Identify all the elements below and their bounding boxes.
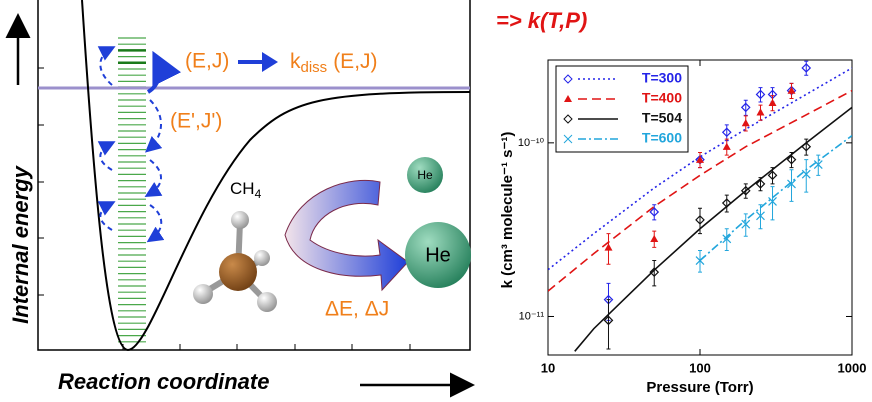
energy-transfer-arrow bbox=[284, 179, 409, 292]
data-point bbox=[695, 215, 705, 225]
data-point bbox=[801, 169, 811, 179]
x-label: Pressure (Torr) bbox=[646, 379, 753, 396]
legend-marker bbox=[563, 74, 573, 84]
dissociation-arrow bbox=[238, 52, 278, 72]
state-label: (E,J) bbox=[185, 50, 229, 73]
rate-symbol: k bbox=[290, 50, 301, 73]
energy-diagram: (E,J) kdiss (E,J) (E',J') CH4 He He ΔE, Δ… bbox=[5, 0, 475, 398]
y-label: k (cm³ molecule⁻¹ s⁻¹) bbox=[499, 132, 516, 289]
x-tick-label: 1000 bbox=[838, 360, 867, 375]
data-point bbox=[741, 219, 751, 229]
data-point bbox=[722, 142, 731, 150]
transfer-arrows bbox=[97, 46, 165, 243]
molecule-formula: CH bbox=[230, 179, 255, 198]
data-point bbox=[756, 108, 765, 116]
error-bar bbox=[724, 194, 729, 213]
data-point bbox=[801, 63, 812, 73]
data-point bbox=[755, 89, 766, 100]
data-point bbox=[721, 198, 732, 208]
rate-args: (E,J) bbox=[333, 50, 377, 73]
chart-title: => k(T,P) bbox=[496, 8, 587, 33]
data-point bbox=[649, 267, 660, 278]
diagram-frame bbox=[37, 0, 471, 351]
data-point bbox=[767, 170, 778, 181]
error-bar bbox=[758, 204, 763, 230]
molecule-subscript: 4 bbox=[255, 187, 262, 201]
error-bar bbox=[652, 260, 657, 287]
x-axis-label: Reaction coordinate bbox=[58, 369, 269, 394]
legend-box bbox=[555, 65, 689, 153]
data-point bbox=[813, 160, 823, 169]
data-point bbox=[604, 243, 613, 251]
data-point bbox=[740, 185, 751, 196]
rate-subscript: diss bbox=[301, 59, 328, 76]
data-point bbox=[786, 154, 797, 165]
error-bar bbox=[724, 124, 729, 142]
legend-label: T=600 bbox=[642, 130, 682, 146]
fit-line bbox=[699, 135, 852, 262]
transfer-label: ΔE, ΔJ bbox=[325, 298, 389, 321]
data-point bbox=[721, 127, 732, 138]
error-bar bbox=[789, 169, 794, 202]
data-point bbox=[768, 196, 777, 206]
excitation-arrow bbox=[146, 50, 182, 94]
helium-small bbox=[407, 157, 443, 193]
data-point bbox=[755, 179, 766, 189]
legend-label: T=400 bbox=[642, 90, 682, 106]
legend-marker bbox=[564, 95, 572, 102]
data-point bbox=[787, 86, 796, 94]
data-point bbox=[740, 102, 751, 113]
error-bar bbox=[804, 159, 809, 193]
error-bar bbox=[770, 186, 775, 221]
rate-chart: => k(T,P) Pressure (Torr) k (cm³ molecul… bbox=[496, 8, 866, 396]
legend-label: T=300 bbox=[642, 70, 682, 86]
y-tick-label: 10⁻¹⁰ bbox=[518, 137, 545, 149]
large-atom-label: He bbox=[425, 244, 451, 266]
error-bar bbox=[804, 138, 809, 156]
data-point bbox=[768, 98, 777, 107]
energy-levels bbox=[38, 37, 411, 350]
helium-large bbox=[405, 222, 471, 288]
error-bar bbox=[698, 207, 702, 235]
data-point bbox=[650, 234, 659, 243]
data-point bbox=[801, 141, 812, 152]
y-axis-label: Internal energy bbox=[8, 164, 33, 323]
data-point bbox=[787, 179, 796, 189]
potential-curve bbox=[81, 0, 471, 352]
data-point bbox=[722, 234, 732, 244]
data-point bbox=[649, 207, 660, 217]
data-point bbox=[696, 155, 704, 163]
error-bar bbox=[743, 99, 748, 116]
methane-molecule bbox=[193, 211, 277, 312]
lower-state-label: (E',J') bbox=[170, 110, 222, 133]
legend-marker bbox=[563, 114, 573, 124]
data-point bbox=[603, 315, 614, 326]
data-point bbox=[741, 119, 750, 127]
molecule-label: CH4 bbox=[230, 179, 262, 201]
legend-label: T=504 bbox=[642, 110, 682, 126]
rate-label: kdiss (E,J) bbox=[290, 50, 378, 76]
fit-line bbox=[548, 89, 852, 292]
data-point bbox=[695, 256, 705, 265]
y-tick-label: 10⁻¹¹ bbox=[519, 310, 545, 322]
data-point bbox=[756, 211, 765, 221]
legend-marker bbox=[563, 134, 573, 144]
x-tick-label: 10 bbox=[541, 360, 555, 375]
x-tick-label: 100 bbox=[689, 360, 711, 375]
error-bar bbox=[770, 167, 775, 185]
small-atom-label: He bbox=[417, 168, 433, 182]
